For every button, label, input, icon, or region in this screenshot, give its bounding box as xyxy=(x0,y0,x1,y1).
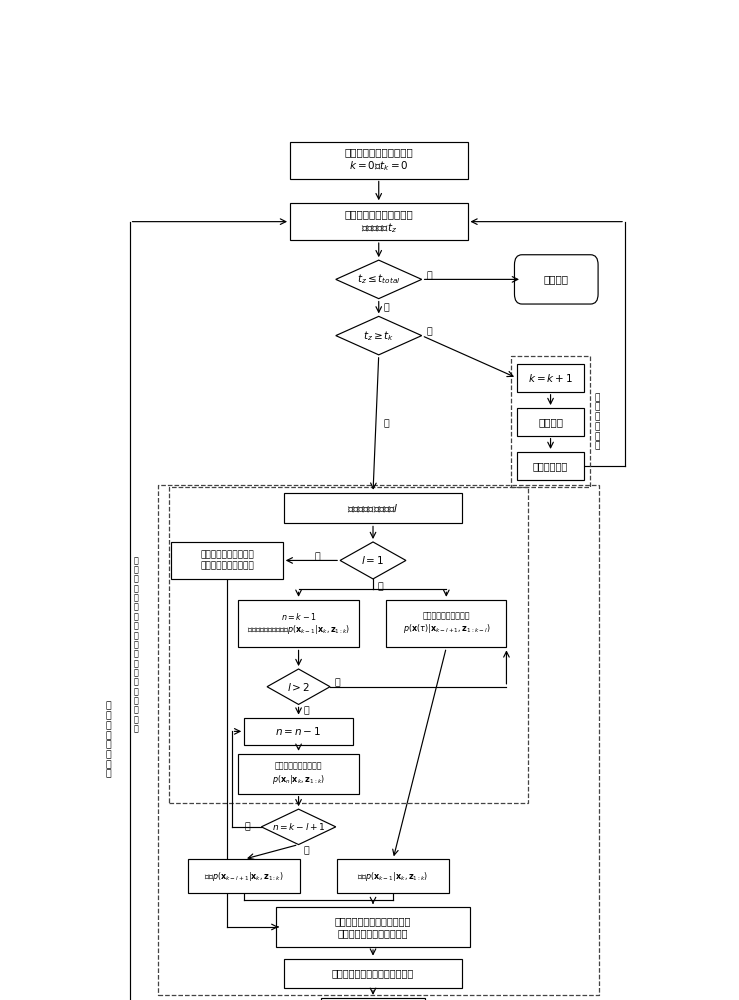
Polygon shape xyxy=(267,669,330,704)
FancyBboxPatch shape xyxy=(239,600,358,647)
Text: 粒子滤波: 粒子滤波 xyxy=(538,417,563,427)
Text: 利用广义高斯平滑求解
$p(\mathbf{x}(\tau)|\mathbf{x}_{k-l+1},\mathbf{z}_{1:k-l})$: 利用广义高斯平滑求解 $p(\mathbf{x}(\tau)|\mathbf{x… xyxy=(403,612,490,635)
Text: 否: 否 xyxy=(244,822,250,831)
Text: $t_z\leq t_{total}$: $t_z\leq t_{total}$ xyxy=(357,272,401,286)
Polygon shape xyxy=(340,542,406,579)
FancyBboxPatch shape xyxy=(171,542,283,579)
Text: 求
解
失
序
量
测
产
生
时
刻
的
平
滑
概
率
密
度
函
数: 求 解 失 序 量 测 产 生 时 刻 的 平 滑 概 率 密 度 函 数 xyxy=(134,556,138,733)
Text: $n=k-1$
利用广义高斯平滑求解$p(\mathbf{x}_{k-1}|\mathbf{x}_k,\mathbf{z}_{1:k})$: $n=k-1$ 利用广义高斯平滑求解$p(\mathbf{x}_{k-1}|\m… xyxy=(247,611,350,636)
Text: 融合中心初始化粒子样本
$k=0$，$t_k=0$: 融合中心初始化粒子样本 $k=0$，$t_k=0$ xyxy=(344,147,413,173)
FancyBboxPatch shape xyxy=(276,907,471,947)
FancyBboxPatch shape xyxy=(244,718,353,745)
FancyBboxPatch shape xyxy=(517,408,585,436)
Text: 新的局部量测到达融合中
心，时戳为$t_z$: 新的局部量测到达融合中 心，时戳为$t_z$ xyxy=(344,209,413,235)
Text: $l=1$: $l=1$ xyxy=(361,554,384,566)
Bar xyxy=(158,485,599,995)
Text: 是: 是 xyxy=(303,706,309,715)
Text: 得到$p(\mathbf{x}_{k-l+1}|\mathbf{x}_k,\mathbf{z}_{1:k})$: 得到$p(\mathbf{x}_{k-l+1}|\mathbf{x}_k,\ma… xyxy=(204,870,284,883)
Text: 利用广义高斯平滑求解
$p(\mathbf{x}_n|\mathbf{x}_k,\mathbf{z}_{1:k})$: 利用广义高斯平滑求解 $p(\mathbf{x}_n|\mathbf{x}_k,… xyxy=(272,762,325,786)
Text: $t_z\geq t_k$: $t_z\geq t_k$ xyxy=(363,329,395,342)
Text: 得到$p(\mathbf{x}_{k-1}|\mathbf{x}_k,\mathbf{z}_{1:k})$: 得到$p(\mathbf{x}_{k-1}|\mathbf{x}_k,\math… xyxy=(358,870,429,883)
Text: 利用异步似然函数进行权值更新: 利用异步似然函数进行权值更新 xyxy=(332,968,414,978)
Text: 失
序
量
测
融
合
过
程: 失 序 量 测 融 合 过 程 xyxy=(106,702,112,779)
Text: 否: 否 xyxy=(384,419,389,428)
Text: 结束程序: 结束程序 xyxy=(544,274,569,284)
Text: 利用广义高斯平滑方法
求解平滑概率密度函数: 利用广义高斯平滑方法 求解平滑概率密度函数 xyxy=(200,551,253,570)
Text: $k=k+1$: $k=k+1$ xyxy=(528,372,573,384)
Text: 判断该量测延迟步数$l$: 判断该量测延迟步数$l$ xyxy=(347,502,399,514)
FancyBboxPatch shape xyxy=(239,754,358,794)
Polygon shape xyxy=(336,316,422,355)
Text: 输出目标状态: 输出目标状态 xyxy=(533,461,568,471)
Text: 否: 否 xyxy=(335,678,341,687)
Text: $n=n-1$: $n=n-1$ xyxy=(276,725,321,737)
Text: $l>2$: $l>2$ xyxy=(287,681,310,693)
FancyBboxPatch shape xyxy=(517,452,585,480)
Text: 否: 否 xyxy=(378,582,384,591)
FancyBboxPatch shape xyxy=(386,600,506,647)
FancyBboxPatch shape xyxy=(285,959,462,988)
FancyBboxPatch shape xyxy=(188,859,300,893)
Text: 是: 是 xyxy=(303,846,309,855)
Text: 顺
序
量
测
更
新: 顺 序 量 测 更 新 xyxy=(595,393,600,451)
Polygon shape xyxy=(336,260,422,299)
Bar xyxy=(168,487,528,803)
FancyBboxPatch shape xyxy=(517,364,585,392)
FancyBboxPatch shape xyxy=(290,142,468,179)
Text: $n=k-l+1$: $n=k-l+1$ xyxy=(272,821,325,832)
FancyBboxPatch shape xyxy=(514,255,598,304)
FancyBboxPatch shape xyxy=(321,998,425,1000)
FancyBboxPatch shape xyxy=(285,493,462,523)
Text: 对这两个密度函数求解联合积
分，得到平滑概率密度函数: 对这两个密度函数求解联合积 分，得到平滑概率密度函数 xyxy=(335,916,411,938)
Bar xyxy=(511,356,590,487)
Text: 是: 是 xyxy=(426,327,432,336)
FancyBboxPatch shape xyxy=(337,859,449,893)
Text: 是: 是 xyxy=(384,303,389,312)
Text: 否: 否 xyxy=(426,271,432,280)
FancyBboxPatch shape xyxy=(290,203,468,240)
Text: 是: 是 xyxy=(314,552,320,561)
Polygon shape xyxy=(262,809,336,845)
